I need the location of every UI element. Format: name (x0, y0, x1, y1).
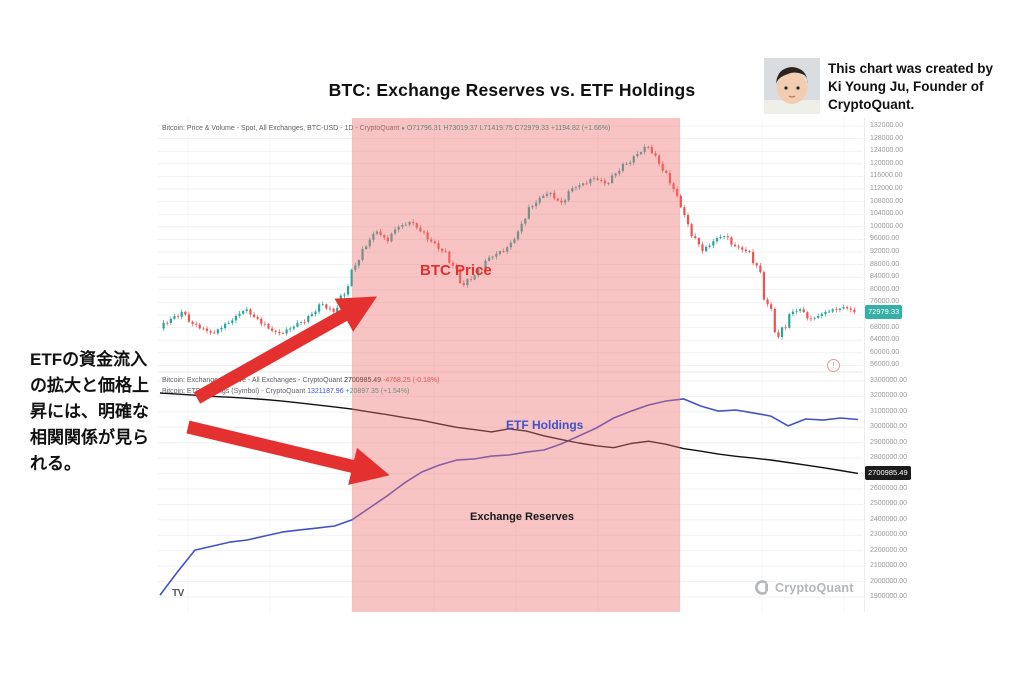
y-axis-label: 100000.00 (870, 222, 904, 230)
etf-series-change: +20897.35 (+1.54%) (345, 388, 410, 395)
attribution-text: This chart was created by Ki Young Ju, F… (828, 61, 994, 112)
alert-icon[interactable]: ! (827, 359, 840, 372)
price-panel-header: Bitcoin: Price & Volume - Spot, All Exch… (162, 124, 610, 134)
etf-holdings-line (159, 398, 859, 596)
last-price-badge: 72979.33 (865, 304, 903, 319)
annotation-text-jp: ETFの資金流入 の拡大と価格上 昇には、明確な 相関関係が見ら れる。 (30, 350, 149, 473)
y-axis-label: 108000.00 (870, 197, 904, 205)
y-axis-label: 104000.00 (870, 210, 904, 218)
y-axis-label: 84000.00 (870, 273, 900, 281)
y-axis-label: 64000.00 (870, 336, 900, 344)
y-axis-label: 96000.00 (870, 235, 900, 243)
reserve-series-change: -4768.25 (-0.18%) (383, 377, 440, 384)
chart-container: Bitcoin: Price & Volume - Spot, All Exch… (158, 118, 923, 612)
y-axis-label: 2600000.00 (870, 485, 907, 492)
author-avatar (764, 58, 820, 114)
y-axis-label: 112000.00 (870, 185, 903, 192)
y-axis-label: 2900000.00 (870, 438, 907, 446)
cryptoquant-watermark-text: CryptoQuant (775, 580, 854, 595)
y-axis-label: 80000.00 (870, 285, 900, 293)
y-axis-label: 3200000.00 (870, 392, 907, 400)
price-series-title: Bitcoin: Price & Volume - Spot, All Exch… (162, 125, 400, 132)
reserve-series-value: 2700985.49 (344, 377, 382, 384)
cryptoquant-watermark: CryptoQuant (755, 580, 854, 595)
y-axis-label: 68000.00 (870, 323, 900, 331)
reserve-series-title: Bitcoin: Exchange Reserve - All Exchange… (162, 377, 343, 384)
page-title: BTC: Exchange Reserves vs. ETF Holdings (328, 80, 696, 100)
y-axis-label: 116000.00 (870, 172, 903, 180)
y-axis-label: 76000.00 (870, 298, 900, 306)
etf-holdings-label: ETF Holdings (506, 418, 584, 432)
y-axis-label: 56000.00 (870, 361, 900, 369)
y-axis-label: 2800000.00 (870, 454, 907, 462)
cryptoquant-logo-icon (755, 580, 768, 595)
tradingview-logo[interactable]: TV (172, 588, 184, 599)
y-axis-label: 88000.00 (870, 260, 900, 268)
y-axis-label: 2200000.00 (870, 546, 907, 554)
y-axis: 132000.00 128000.00 124000.00 120000.00 1160… (864, 118, 923, 612)
y-axis-label: 124000.00 (870, 147, 904, 155)
exchange-reserves-label: Exchange Reserves (470, 511, 574, 523)
y-axis-label: 128000.00 (870, 134, 904, 142)
price-ohlc-values: O71796.31 H73019.37 L71419.75 C72979.33 … (406, 125, 611, 132)
chart-plot (158, 118, 863, 612)
last-reserve-badge: 2700985.49 (865, 466, 911, 481)
series-marker-icon: ● (401, 126, 405, 132)
y-axis-label: 2400000.00 (870, 515, 907, 523)
y-axis-label: 2300000.00 (870, 531, 907, 539)
etf-series-title: Bitcoin: ETF Holdings (Symbol) - CryptoQ… (162, 388, 306, 395)
y-axis-label: 120000.00 (870, 159, 904, 167)
attribution-block: This chart was created by Ki Young Ju, F… (764, 58, 1014, 114)
y-axis-label: 2100000.00 (870, 562, 907, 570)
highlight-region (352, 118, 680, 612)
y-axis-label: 2500000.00 (870, 500, 907, 508)
y-axis-label: 3300000.00 (870, 377, 907, 384)
y-axis-label: 1900000.00 (870, 593, 907, 601)
y-axis-label: 60000.00 (870, 348, 900, 356)
etf-series-value: 1321187.96 (307, 388, 344, 395)
y-axis-label: 2000000.00 (870, 577, 907, 585)
y-axis-label: 3100000.00 (870, 407, 907, 415)
y-axis-label: 132000.00 (870, 122, 904, 129)
y-axis-label: 92000.00 (870, 248, 900, 255)
y-axis-label: 3000000.00 (870, 423, 907, 431)
btc-price-label: BTC Price (420, 262, 492, 279)
